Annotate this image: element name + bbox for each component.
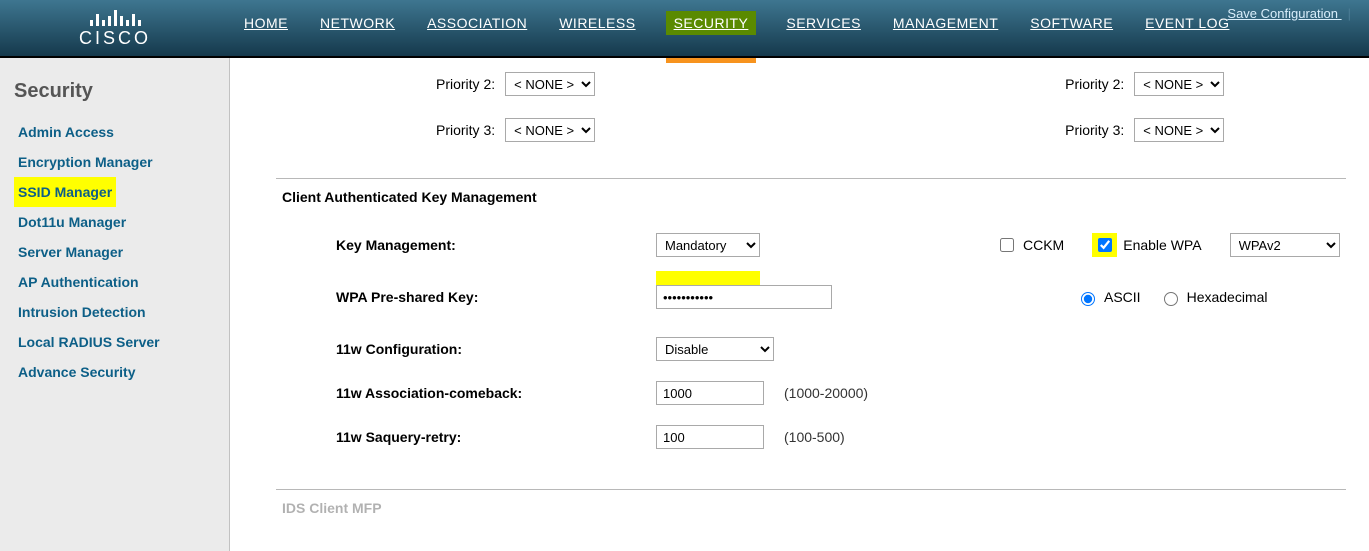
nav-management[interactable]: MANAGEMENT xyxy=(891,11,1000,35)
nav-association[interactable]: ASSOCIATION xyxy=(425,11,529,35)
km-label-11w-assoc: 11w Association-comeback: xyxy=(336,385,656,401)
enable-wpa-highlight xyxy=(1092,233,1117,257)
km-control-11w-saquery: (100-500) xyxy=(656,425,976,449)
content: Priority 2: < NONE > Priority 3: < NONE … xyxy=(230,58,1369,551)
sidebar-item-dot11u[interactable]: Dot11u Manager xyxy=(14,207,215,237)
priority-row: Priority 2: < NONE > xyxy=(1065,72,1224,96)
sidebar-item-encryption[interactable]: Encryption Manager xyxy=(14,147,215,177)
sidebar-title: Security xyxy=(14,80,215,103)
wpa-version-select[interactable]: WPAv2 xyxy=(1230,233,1340,257)
save-configuration-label: Save Configuration xyxy=(1227,6,1338,21)
sidebar-item-ssid-manager[interactable]: SSID Manager xyxy=(14,177,116,207)
priority-3-right-select[interactable]: < NONE > xyxy=(1134,118,1224,142)
nav-event-log[interactable]: EVENT LOG xyxy=(1143,11,1231,35)
section-title-ids: IDS Client MFP xyxy=(276,490,1346,522)
sidebar-item-server-manager[interactable]: Server Manager xyxy=(14,237,215,267)
nav-software[interactable]: SOFTWARE xyxy=(1028,11,1115,35)
km-control-keymgmt: Mandatory xyxy=(656,233,976,257)
psk-hex-label: Hexadecimal xyxy=(1187,289,1268,305)
km-extra-psk: ASCII Hexadecimal xyxy=(976,289,1346,306)
active-tab-underline xyxy=(666,58,757,63)
priority-3-left-select[interactable]: < NONE > xyxy=(505,118,595,142)
priority-2-right-select[interactable]: < NONE > xyxy=(1134,72,1224,96)
nav-home[interactable]: HOME xyxy=(242,11,290,35)
11w-assoc-input[interactable] xyxy=(656,381,764,405)
priority-label: Priority 3: xyxy=(436,122,495,138)
km-control-psk xyxy=(656,285,976,309)
content-inner: Priority 2: < NONE > Priority 3: < NONE … xyxy=(276,58,1346,522)
11w-config-select[interactable]: Disable xyxy=(656,337,774,361)
sidebar-item-admin-access[interactable]: Admin Access xyxy=(14,117,215,147)
psk-hex-wrap: Hexadecimal xyxy=(1159,289,1268,306)
priority-2-left-select[interactable]: < NONE > xyxy=(505,72,595,96)
save-configuration-link[interactable]: Save Configuration | xyxy=(1227,6,1351,21)
nav-security[interactable]: SECURITY xyxy=(666,11,757,35)
psk-ascii-radio[interactable] xyxy=(1081,292,1095,306)
priority-col-left: Priority 2: < NONE > Priority 3: < NONE … xyxy=(436,72,595,142)
cckm-label: CCKM xyxy=(1023,237,1064,253)
km-control-11w-cfg: Disable xyxy=(656,337,976,361)
enable-wpa-checkbox[interactable] xyxy=(1098,238,1112,252)
brand-text: CISCO xyxy=(79,28,151,49)
section-title-keymgmt: Client Authenticated Key Management xyxy=(276,179,1346,211)
page-wrap: Security Admin Access Encryption Manager… xyxy=(0,58,1369,551)
km-control-11w-assoc: (1000-20000) xyxy=(656,381,976,405)
km-extra-keymgmt: CCKM Enable WPA WPAv2 xyxy=(976,233,1346,257)
key-management-grid: Key Management: Mandatory CCKM xyxy=(276,211,1346,449)
save-configuration-separator: | xyxy=(1348,6,1351,21)
km-row-11w-cfg: 11w Configuration: Disable xyxy=(336,337,1346,361)
priority-label: Priority 3: xyxy=(1065,122,1124,138)
priority-row: Priority 2: < NONE > xyxy=(436,72,595,96)
km-label-psk: WPA Pre-shared Key: xyxy=(336,289,656,305)
sidebar-item-local-radius[interactable]: Local RADIUS Server xyxy=(14,327,215,357)
km-label-11w-cfg: 11w Configuration: xyxy=(336,341,656,357)
priority-row: Priority 3: < NONE > xyxy=(436,118,595,142)
psk-ascii-label: ASCII xyxy=(1104,289,1141,305)
km-row-keymgmt: Key Management: Mandatory CCKM xyxy=(336,233,1346,257)
priority-label: Priority 2: xyxy=(436,76,495,92)
11w-saquery-input[interactable] xyxy=(656,425,764,449)
priority-row: Priority 3: < NONE > xyxy=(1065,118,1224,142)
enable-wpa-label: Enable WPA xyxy=(1123,237,1201,253)
km-row-11w-saquery: 11w Saquery-retry: (100-500) xyxy=(336,425,1346,449)
cckm-checkbox[interactable] xyxy=(1000,238,1014,252)
km-row-psk: WPA Pre-shared Key: ASCII xyxy=(336,285,1346,309)
priority-block: Priority 2: < NONE > Priority 3: < NONE … xyxy=(276,58,1346,166)
top-nav: HOME NETWORK ASSOCIATION WIRELESS SECURI… xyxy=(230,0,1231,56)
cckm-wrap: CCKM xyxy=(996,235,1064,255)
nav-services[interactable]: SERVICES xyxy=(784,11,863,35)
psk-highlight-strip xyxy=(656,271,760,285)
km-label-11w-saquery: 11w Saquery-retry: xyxy=(336,429,656,445)
psk-hex-radio[interactable] xyxy=(1164,292,1178,306)
sidebar-item-intrusion[interactable]: Intrusion Detection xyxy=(14,297,215,327)
top-banner: CISCO HOME NETWORK ASSOCIATION WIRELESS … xyxy=(0,0,1369,58)
cisco-logo-icon xyxy=(90,8,141,26)
brand-block: CISCO xyxy=(0,0,230,56)
wpa-psk-input[interactable] xyxy=(656,285,832,309)
priority-col-right: Priority 2: < NONE > Priority 3: < NONE … xyxy=(1065,72,1224,142)
psk-input-wrap xyxy=(656,285,832,309)
sidebar-item-advance-security[interactable]: Advance Security xyxy=(14,357,215,387)
key-management-select[interactable]: Mandatory xyxy=(656,233,760,257)
11w-assoc-hint: (1000-20000) xyxy=(784,385,868,401)
nav-network[interactable]: NETWORK xyxy=(318,11,397,35)
km-row-11w-assoc: 11w Association-comeback: (1000-20000) xyxy=(336,381,1346,405)
psk-ascii-wrap: ASCII xyxy=(1076,289,1141,306)
enable-wpa-wrap: Enable WPA xyxy=(1092,233,1201,257)
sidebar: Security Admin Access Encryption Manager… xyxy=(0,58,230,551)
priority-label: Priority 2: xyxy=(1065,76,1124,92)
nav-wireless[interactable]: WIRELESS xyxy=(557,11,637,35)
km-label-keymgmt: Key Management: xyxy=(336,237,656,253)
sidebar-item-ap-auth[interactable]: AP Authentication xyxy=(14,267,215,297)
11w-saquery-hint: (100-500) xyxy=(784,429,845,445)
